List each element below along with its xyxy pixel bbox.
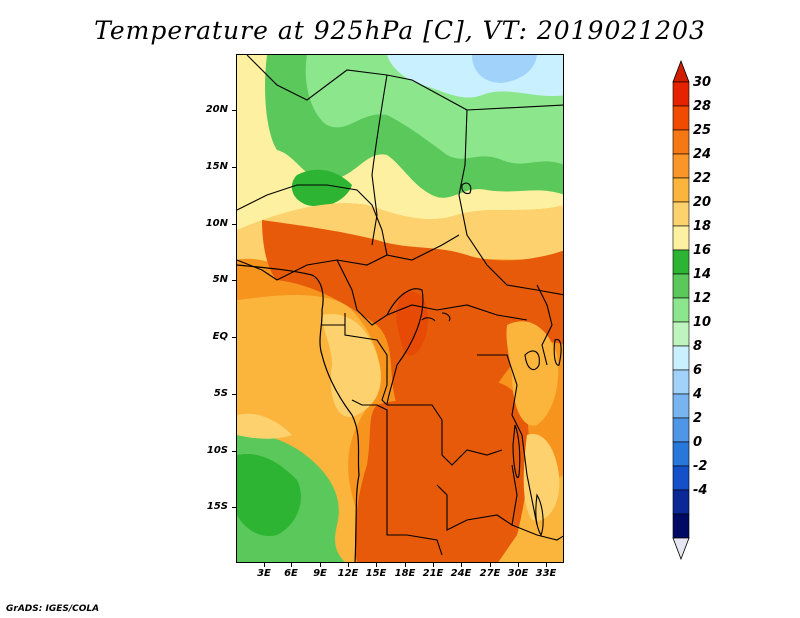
temperature-map	[236, 54, 564, 563]
colorbar-swatch	[672, 441, 690, 467]
colorbar-label: 14	[693, 267, 712, 282]
colorbar-label: 24	[693, 147, 712, 162]
x-label-18e: 18E	[394, 568, 416, 579]
colorbar-label: 8	[693, 339, 703, 354]
colorbar-label: 25	[693, 123, 712, 138]
colorbar-swatch	[672, 249, 690, 275]
colorbar-swatch	[672, 177, 690, 203]
x-tick	[461, 563, 462, 567]
y-tick	[232, 224, 236, 225]
field-mild-west	[256, 304, 317, 401]
x-tick	[518, 563, 519, 567]
colorbar-label: 20	[693, 195, 712, 210]
colorbar-arrow-top	[672, 60, 690, 83]
colorbar-swatch	[672, 297, 690, 323]
x-tick	[291, 563, 292, 567]
colorbar-label: -4	[693, 483, 708, 498]
x-tick	[320, 563, 321, 567]
colorbar-swatch	[672, 129, 690, 155]
x-label-12e: 12E	[337, 568, 359, 579]
y-tick	[232, 167, 236, 168]
x-label-6e: 6E	[284, 568, 298, 579]
colorbar-swatch	[672, 81, 690, 107]
y-tick	[232, 337, 236, 338]
x-tick	[348, 563, 349, 567]
colorbar-swatch	[672, 225, 690, 251]
colorbar-label: 6	[693, 363, 703, 378]
field-hot-south	[355, 381, 529, 562]
colorbar	[672, 60, 690, 560]
field-pale-east	[523, 434, 560, 521]
x-label-21e: 21E	[422, 568, 444, 579]
x-label-9e: 9E	[313, 568, 327, 579]
colorbar-swatch	[672, 153, 690, 179]
colorbar-label: -2	[693, 459, 708, 474]
y-label-5n: 5N	[212, 274, 228, 285]
x-label-24e: 24E	[450, 568, 472, 579]
colorbar-swatch	[672, 273, 690, 299]
colorbar-label: 16	[693, 243, 712, 258]
field-blue-north	[472, 55, 537, 83]
y-label-10n: 10N	[205, 218, 228, 229]
y-label-10s: 10S	[206, 445, 228, 456]
coastline	[237, 264, 360, 562]
y-tick	[232, 110, 236, 111]
x-label-33e: 33E	[535, 568, 557, 579]
colorbar-label: 4	[693, 387, 703, 402]
x-label-15e: 15E	[365, 568, 387, 579]
country-borders	[237, 55, 563, 556]
field-pale-southwest	[237, 413, 292, 439]
credit-text: GrADS: IGES/COLA	[6, 604, 100, 614]
y-label-15n: 15N	[205, 161, 228, 172]
y-label-eq: EQ	[212, 331, 228, 342]
colorbar-label: 2	[693, 411, 703, 426]
map-title: Temperature at 925hPa [C], VT: 201902120…	[94, 16, 706, 45]
y-tick	[232, 451, 236, 452]
colorbar-label: 0	[693, 435, 703, 450]
colorbar-label: 10	[693, 315, 712, 330]
y-tick	[232, 394, 236, 395]
colorbar-swatch	[672, 321, 690, 347]
colorbar-swatch	[672, 369, 690, 395]
y-tick	[232, 280, 236, 281]
field-green-dark-southwest	[237, 454, 301, 536]
colorbar-swatch	[672, 201, 690, 227]
y-label-20n: 20N	[205, 104, 228, 115]
x-tick	[376, 563, 377, 567]
colorbar-arrow-bottom	[672, 537, 690, 560]
colorbar-swatch	[672, 417, 690, 443]
x-tick	[433, 563, 434, 567]
x-label-3e: 3E	[257, 568, 271, 579]
x-label-27e: 27E	[479, 568, 501, 579]
colorbar-swatch	[672, 393, 690, 419]
y-tick	[232, 507, 236, 508]
temperature-field	[237, 55, 563, 562]
colorbar-swatch	[672, 489, 690, 515]
colorbar-label: 22	[693, 171, 712, 186]
lakes	[421, 182, 562, 537]
field-mild-east	[506, 321, 559, 426]
colorbar-swatch	[672, 513, 690, 539]
y-label-15s: 15S	[206, 501, 228, 512]
y-label-5s: 5S	[213, 388, 228, 399]
x-label-30e: 30E	[507, 568, 529, 579]
x-tick	[490, 563, 491, 567]
colorbar-label: 28	[693, 99, 712, 114]
x-tick	[264, 563, 265, 567]
field-green-patch	[291, 169, 352, 207]
x-tick	[546, 563, 547, 567]
colorbar-label: 30	[693, 75, 712, 90]
colorbar-label: 12	[693, 291, 712, 306]
colorbar-swatch	[672, 345, 690, 371]
x-tick	[405, 563, 406, 567]
colorbar-swatch	[672, 465, 690, 491]
colorbar-swatch	[672, 105, 690, 131]
colorbar-label: 18	[693, 219, 712, 234]
